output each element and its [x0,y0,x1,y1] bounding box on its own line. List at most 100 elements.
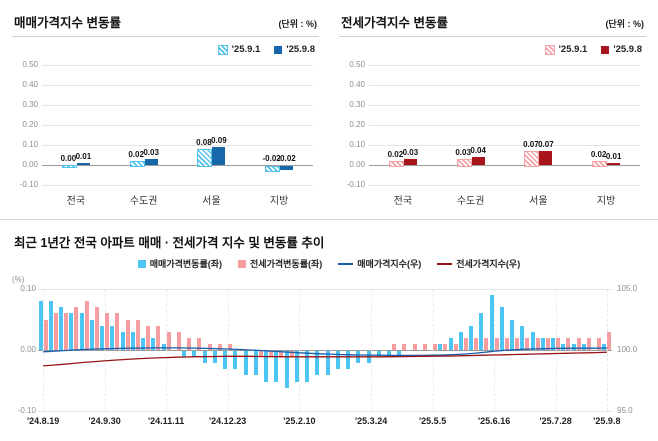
gridline [369,105,640,106]
bar-prev-week [129,161,145,167]
jeonse-change-bar [176,331,181,350]
trend-combo-chart: 0.10 0.00 -0.10 105.0 100.0 95.0 (%) '24.8.19 '2… [10,273,648,431]
jeonse-change-bar [412,343,417,350]
gridline [38,350,612,351]
jeonse-change-bar [474,337,479,350]
legend-label: 매매가격지수(우) [357,259,422,269]
bar-curr-week [403,159,417,165]
sales-change-bar [510,319,515,350]
legend-item: 매매가격변동률(좌) [137,257,222,270]
index-lines-overlay [43,347,607,367]
sales-change-bar [182,351,187,358]
sales-change-bar [551,337,556,350]
legend-item: '25.9.8 [601,44,642,55]
bar-value-label: 0.01 [605,152,622,161]
bar-curr-week [280,166,294,170]
sales-change-bar [100,325,105,350]
bar-value-label: 0.02 [590,150,607,159]
vertical-gridline [432,289,434,411]
left-axis-label: -0.10 [17,406,36,415]
sales-change-bar [110,325,115,350]
bar-prev-week [265,166,281,172]
jeonse-change-bar [187,337,192,350]
gridline [42,105,313,106]
y-axis-label: 0.40 [22,80,38,89]
sales-change-bar [479,313,484,350]
x-axis-label: 수도권 [129,196,158,207]
x-axis-label: '25.6.16 [478,416,511,426]
jeonse-change-bar [535,337,540,350]
legend-square-swatch [217,44,228,55]
y-axis-label: 0.50 [349,60,365,69]
jeonse-bar-chart: 0.50 0.40 0.30 0.20 0.10 0.00 -0.10 전국 0.02 0.03 수… [339,57,646,207]
sales-change-bar [315,351,320,376]
jeonse-change-bar [597,337,602,350]
legend-label: 전세가격지수(우) [456,259,521,269]
x-axis-label: 수도권 [456,196,485,207]
y-axis-label: -0.10 [346,180,365,189]
sales-change-bar [243,351,248,376]
left-axis-unit-label: (%) [12,275,25,284]
jeonse-change-bar [43,319,48,350]
jeonse-change-bar [576,337,581,350]
vertical-gridline [166,289,168,411]
legend-item: '25.9.1 [217,44,260,55]
y-axis-label: 0.00 [22,160,38,169]
x-axis-label: 전국 [393,196,413,207]
jeonse-change-bar [94,307,99,350]
legend-item: 전세가격변동률(좌) [238,257,322,270]
bar-value-label: 0.09 [211,136,227,145]
sales-change-bar [581,343,586,350]
y-axis-label: 0.30 [22,100,38,109]
gridline [369,165,640,166]
trend-section-title: 최근 1년간 전국 아파트 매매 · 전세가격 지수 및 변동률 추이 [14,236,325,250]
right-axis-label: 105.0 [617,284,638,293]
sales-change-bar [233,351,238,370]
x-axis-label: '24.9.30 [88,416,121,426]
bar-value-label: -0.02 [262,154,281,163]
legend-label: '25.9.8 [613,44,642,55]
sales-change-bar [561,343,566,350]
sales-change-bar [458,331,463,350]
x-axis-label: 서울 [529,196,548,207]
bar-prev-week [197,149,213,167]
x-axis-label: 지방 [269,196,289,207]
jeonse-change-bar [607,331,612,350]
jeonse-change-bar [115,313,120,350]
jeonse-change-bar [228,343,233,350]
jeonse-change-panel: 전세가격지수 변동률 (단위 : %) '25.9.1 '25.9.8 0.50 0… [339,10,646,207]
jeonse-change-bar [207,343,212,350]
legend-square-swatch [238,259,247,268]
x-axis-label: '24.8.19 [27,416,60,426]
sales-change-bar [223,351,228,370]
x-axis-label: 지방 [596,196,616,207]
x-axis-label: '24.12.23 [209,416,247,426]
x-axis-label: '24.11.11 [148,416,185,426]
jeonse-unit-label: (단위 : %) [605,19,644,29]
sales-change-bar [335,351,340,370]
bar-prev-week [388,161,404,167]
jeonse-change-bar [463,337,468,350]
sales-change-bar [530,331,535,350]
legend-line-swatch [338,262,354,265]
gridline [42,165,313,166]
sales-change-bar [376,351,381,358]
sales-change-bar [489,295,494,350]
sales-change-bar [397,351,402,358]
jeonse-change-bar [433,343,438,350]
y-axis-label: 0.10 [349,140,365,149]
jeonse-change-bar [422,343,427,350]
jeonse-change-bar [125,319,130,350]
x-axis-label: '25.5.5 [419,416,447,426]
trend-section-header: 최근 1년간 전국 아파트 매매 · 전세가격 지수 및 변동률 추이 [10,230,648,255]
bar-value-label: 0.03 [455,148,471,157]
vertical-gridline [104,289,106,411]
sales-change-bar [141,337,146,350]
y-axis-label: 0.50 [22,60,38,69]
bar-curr-week [144,159,158,165]
trend-chart-legend: 매매가격변동률(좌) 전세가격변동률(좌) 매매가격지수(우) 전세가격지수(우) [10,257,648,270]
sales-index-line [43,347,607,357]
bar-value-label: 0.03 [402,148,419,157]
jeonse-change-bar [504,337,509,350]
